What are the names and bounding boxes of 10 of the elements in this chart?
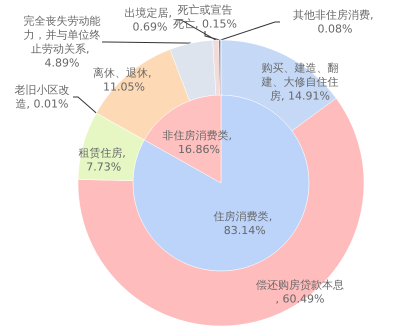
slice-label: 非住房消费类, 16.86% [162, 128, 232, 156]
slice-label: 偿还购房贷款本息 [256, 278, 344, 292]
slice-label: 租赁住房, 7.73% [78, 146, 126, 174]
slice-label: 购买、建造、翻建、大修自住住房, 14.91% [260, 62, 338, 102]
slice-label: 出境定居, 0.69% [124, 6, 172, 34]
data-label: , 60.49% [276, 292, 324, 306]
slice-label: 离休、退休, 11.05% [93, 66, 155, 94]
slice-label: 其他非住房消费, 0.08% [293, 8, 377, 36]
slice-label: 住房消费类, 83.14% [214, 210, 276, 238]
slice-label: 老旧小区改造, 0.01% [14, 84, 70, 110]
